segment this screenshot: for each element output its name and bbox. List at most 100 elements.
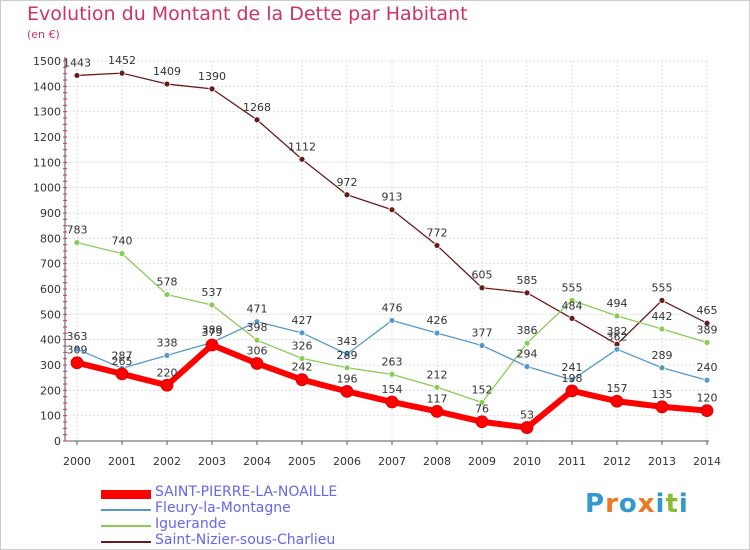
data-point — [343, 350, 351, 358]
data-label: 343 — [337, 335, 358, 348]
data-label: 389 — [697, 323, 718, 336]
data-point — [700, 404, 714, 418]
data-point — [385, 395, 399, 409]
data-label: 389 — [202, 323, 223, 336]
data-label: 1452 — [108, 54, 136, 67]
data-label: 196 — [337, 372, 358, 385]
data-label: 76 — [475, 403, 489, 416]
y-tick-label: 1300 — [33, 106, 61, 119]
y-tick-label: 1100 — [33, 156, 61, 169]
data-label: 362 — [607, 330, 628, 343]
data-point — [253, 116, 261, 124]
data-label: 1390 — [198, 70, 226, 83]
data-point — [118, 69, 126, 77]
data-label: 263 — [382, 355, 403, 368]
data-label: 220 — [157, 366, 178, 379]
legend-label: SAINT-PIERRE-LA-NOAILLE — [155, 484, 338, 500]
data-point — [298, 155, 306, 163]
data-label: 1443 — [63, 56, 91, 69]
legend-swatch — [101, 525, 151, 527]
data-point — [118, 250, 126, 257]
x-tick-label: 2007 — [378, 455, 406, 468]
data-label: 212 — [427, 368, 448, 381]
logo-letter: i — [655, 489, 666, 519]
logo-letter: t — [665, 489, 679, 519]
data-label: 1268 — [243, 101, 271, 114]
data-point — [658, 296, 666, 304]
data-label: 740 — [112, 235, 133, 248]
data-point — [343, 364, 351, 372]
data-label: 1409 — [153, 65, 181, 78]
data-label: 442 — [652, 310, 673, 323]
data-label: 465 — [697, 304, 718, 317]
x-tick-label: 2008 — [423, 455, 451, 468]
data-label: 471 — [247, 303, 268, 316]
data-point — [613, 312, 621, 320]
data-point — [433, 383, 441, 391]
data-point — [568, 314, 576, 322]
x-tick-label: 2004 — [243, 455, 271, 468]
data-label: 53 — [520, 409, 534, 422]
data-point — [208, 301, 216, 309]
data-label: 294 — [517, 348, 538, 361]
data-point — [388, 317, 396, 324]
legend-item: SAINT-PIERRE-LA-NOAILLE — [101, 484, 401, 502]
y-tick-label: 400 — [40, 334, 61, 347]
data-point — [388, 370, 396, 378]
y-tick-label: 200 — [40, 384, 61, 397]
data-label: 120 — [697, 392, 718, 405]
data-label: 241 — [562, 361, 583, 374]
proxiti-logo: Proxiti — [585, 489, 689, 519]
x-tick-label: 2002 — [153, 455, 181, 468]
data-point — [658, 364, 666, 372]
data-point — [568, 376, 576, 384]
data-label: 338 — [157, 336, 178, 349]
data-point — [703, 339, 711, 346]
data-point — [478, 342, 486, 349]
data-point — [523, 363, 531, 370]
data-label: 972 — [337, 176, 358, 189]
x-tick-label: 2010 — [513, 455, 541, 468]
data-label: 555 — [562, 281, 583, 294]
legend-label: Iguerande — [155, 516, 227, 532]
data-label: 135 — [652, 388, 673, 401]
data-label: 386 — [517, 324, 538, 337]
data-label: 379 — [202, 326, 223, 339]
data-point — [433, 329, 441, 337]
logo-letter: x — [637, 489, 656, 519]
logo-letter: i — [678, 489, 689, 519]
data-label: 605 — [472, 269, 493, 282]
data-label: 289 — [337, 349, 358, 362]
x-tick-label: 2011 — [558, 455, 586, 468]
data-point — [475, 415, 489, 429]
data-label: 913 — [382, 191, 403, 204]
y-tick-label: 0 — [54, 435, 61, 448]
data-label: 537 — [202, 286, 223, 299]
data-point — [478, 284, 486, 292]
y-tick-label: 700 — [40, 258, 61, 271]
data-point — [70, 356, 84, 370]
data-label: 494 — [607, 297, 628, 310]
data-point — [613, 345, 621, 353]
y-tick-label: 300 — [40, 359, 61, 372]
x-tick-label: 2014 — [693, 455, 721, 468]
data-label: 783 — [67, 224, 88, 237]
x-tick-label: 2009 — [468, 455, 496, 468]
chart-title: Evolution du Montant de la Dette par Hab… — [27, 3, 468, 25]
data-point — [430, 404, 444, 418]
y-tick-label: 900 — [40, 207, 61, 220]
data-label: 117 — [427, 392, 448, 405]
y-tick-label: 100 — [40, 410, 61, 423]
data-label: 289 — [652, 349, 673, 362]
legend-item: Saint-Nizier-sous-Charlieu — [101, 532, 401, 550]
data-point — [340, 384, 354, 398]
data-point — [163, 80, 171, 88]
legend-label: Fleury-la-Montagne — [155, 500, 291, 516]
data-point — [250, 357, 264, 370]
data-point — [520, 421, 534, 434]
y-tick-label: 800 — [40, 232, 61, 245]
data-point — [208, 85, 216, 93]
legend-item: Iguerande — [101, 516, 401, 534]
data-point — [703, 319, 711, 327]
